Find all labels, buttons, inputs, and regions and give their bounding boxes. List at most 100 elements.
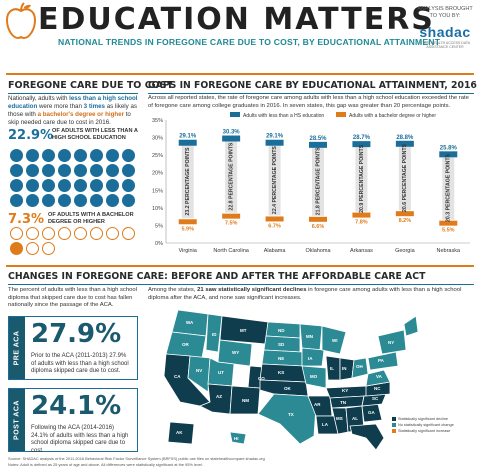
hs-marker [352, 141, 371, 148]
svg-text:MO: MO [310, 374, 318, 379]
map-text: Among the states, 21 saw statistically s… [148, 287, 474, 302]
x-tick-label: Georgia [395, 248, 416, 254]
lhs-dot [58, 179, 71, 192]
svg-text:NC: NC [374, 386, 381, 391]
lhs-dot [26, 179, 39, 192]
svg-text:ND: ND [278, 328, 285, 333]
svg-text:OR: OR [182, 342, 190, 347]
svg-text:AK: AK [176, 430, 183, 435]
hs-marker [395, 140, 414, 147]
ba-data-label: 7.8% [355, 220, 368, 226]
svg-text:CA: CA [174, 374, 181, 379]
gaps-panel-underline [148, 93, 474, 94]
hs-data-label: 28.8% [396, 135, 414, 141]
svg-text:TN: TN [340, 400, 346, 405]
footer-source: Source: SHADAC analysis of the 2011-2016… [8, 456, 265, 461]
svg-text:GA: GA [368, 410, 376, 415]
hs-data-label: 28.7% [353, 135, 371, 141]
lhs-dot [74, 164, 87, 177]
hs-marker [439, 151, 458, 158]
ba-marker [265, 216, 284, 222]
pre-aca-box: PRE ACA 27.9% Prior to the ACA (2011-201… [8, 316, 138, 380]
svg-text:WI: WI [332, 338, 338, 343]
svg-text:OH: OH [356, 364, 363, 369]
x-tick-label: Nebraska [437, 248, 461, 254]
svg-text:PA: PA [378, 358, 385, 363]
mid-divider [6, 265, 474, 267]
gaps-panel-text: Across all reported states, the rate of … [148, 95, 469, 109]
lhs-dot [90, 179, 103, 192]
lhs-dot [26, 194, 39, 207]
svg-text:WY: WY [232, 350, 239, 355]
gaps-panel-title: GAPS IN FOREGONE CARE BY EDUCATIONAL ATT… [148, 80, 477, 91]
ba-dot-outline [42, 227, 55, 240]
gap-label: 20.3 PERCENTAGE POINTS [446, 153, 452, 221]
highlight-21-states: 21 saw statistically significant decline… [197, 287, 307, 293]
legend-item-increase: Statistically significant increase [392, 428, 476, 434]
y-tick-label: 20% [152, 171, 163, 177]
changes-left-text: The percent of adults with less than a h… [8, 287, 138, 308]
lhs-dot [10, 164, 23, 177]
ba-data-label: 5.9% [181, 226, 194, 232]
svg-text:LA: LA [322, 422, 329, 427]
highlight-bachelor: a bachelor's degree or higher [37, 111, 124, 118]
hs-data-label: 28.5% [309, 136, 327, 142]
pre-aca-label: PRE ACA [9, 317, 25, 379]
ba-marker [178, 219, 197, 225]
lhs-dot [58, 194, 71, 207]
svg-text:ID: ID [212, 332, 217, 337]
svg-text:NV: NV [196, 368, 202, 373]
gap-label: 22.8 PERCENTAGE POINTS [229, 142, 235, 210]
lhs-dot [106, 149, 119, 162]
svg-text:MN: MN [306, 334, 313, 339]
stat-ba-value: 7.3% [8, 212, 45, 227]
lhs-dot [122, 194, 135, 207]
lhs-dot [10, 149, 23, 162]
lhs-dot [106, 164, 119, 177]
footer-notes: Notes: Adult is defined as 25 years of a… [8, 462, 204, 467]
post-aca-label: POST ACA [9, 389, 25, 451]
lhs-dot [122, 164, 135, 177]
svg-text:SC: SC [372, 396, 379, 401]
y-tick-label: 35% [152, 118, 163, 124]
lhs-dot [122, 149, 135, 162]
lhs-dot [122, 179, 135, 192]
text-part: as likely as those with [8, 103, 137, 118]
svg-text:WA: WA [186, 320, 194, 325]
ba-dot-outline [122, 227, 135, 240]
svg-text:OK: OK [284, 386, 292, 391]
ba-marker [395, 211, 414, 217]
svg-text:NE: NE [278, 356, 284, 361]
ba-dot-outline [106, 227, 119, 240]
x-tick-label: Alabama [264, 248, 287, 254]
svg-text:NY: NY [388, 340, 394, 345]
left-panel-text: Nationally, adults with less than a high… [8, 95, 138, 127]
legend-swatch-0 [230, 112, 240, 117]
svg-text:FL: FL [362, 438, 368, 443]
lhs-dot [106, 179, 119, 192]
lhs-dot [90, 164, 103, 177]
left-panel-title: FOREGONE CARE DUE TO COST [8, 80, 174, 91]
text-part: were more than [37, 103, 84, 110]
legend-item-no-change: No statistically significant change [392, 422, 476, 428]
svg-text:AR: AR [314, 402, 321, 407]
gap-chart: Adults with less than a HS education Adul… [152, 112, 470, 254]
hs-data-label: 30.3% [223, 130, 241, 136]
text-part: to skip needed care due to cost in 2016. [8, 111, 131, 126]
ba-dot-outline [90, 227, 103, 240]
lhs-dot [58, 149, 71, 162]
lhs-dot [58, 164, 71, 177]
gap-bar [181, 145, 194, 219]
lhs-dot [74, 194, 87, 207]
ba-dot-outline [74, 227, 87, 240]
ba-data-label: 8.2% [399, 218, 412, 224]
svg-text:NM: NM [242, 398, 249, 403]
stat-lhs-label: OF ADULTS WITH LESS THAN A HIGH SCHOOL E… [52, 128, 138, 141]
hs-data-label: 25.8% [440, 145, 458, 151]
page-title: EDUCATION MATTERS [38, 2, 435, 37]
legend-label-0: Adults with less than a HS education [243, 113, 324, 119]
lhs-dot [42, 179, 55, 192]
lhs-dot [90, 194, 103, 207]
gap-label: 20.6 PERCENTAGE POINTS [402, 143, 408, 211]
ba-dot-outline [42, 242, 55, 255]
